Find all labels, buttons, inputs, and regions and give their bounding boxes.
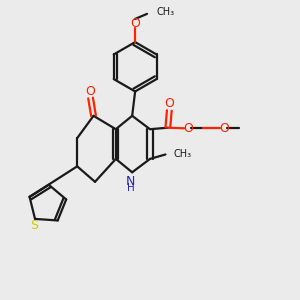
Text: O: O	[164, 98, 174, 110]
Text: CH₃: CH₃	[157, 8, 175, 17]
Text: N: N	[126, 175, 135, 188]
Text: S: S	[30, 219, 38, 232]
Text: CH₃: CH₃	[174, 149, 192, 160]
Text: O: O	[219, 122, 229, 135]
Text: O: O	[130, 17, 140, 30]
Text: O: O	[85, 85, 95, 98]
Text: H: H	[127, 183, 135, 193]
Text: O: O	[183, 122, 193, 135]
